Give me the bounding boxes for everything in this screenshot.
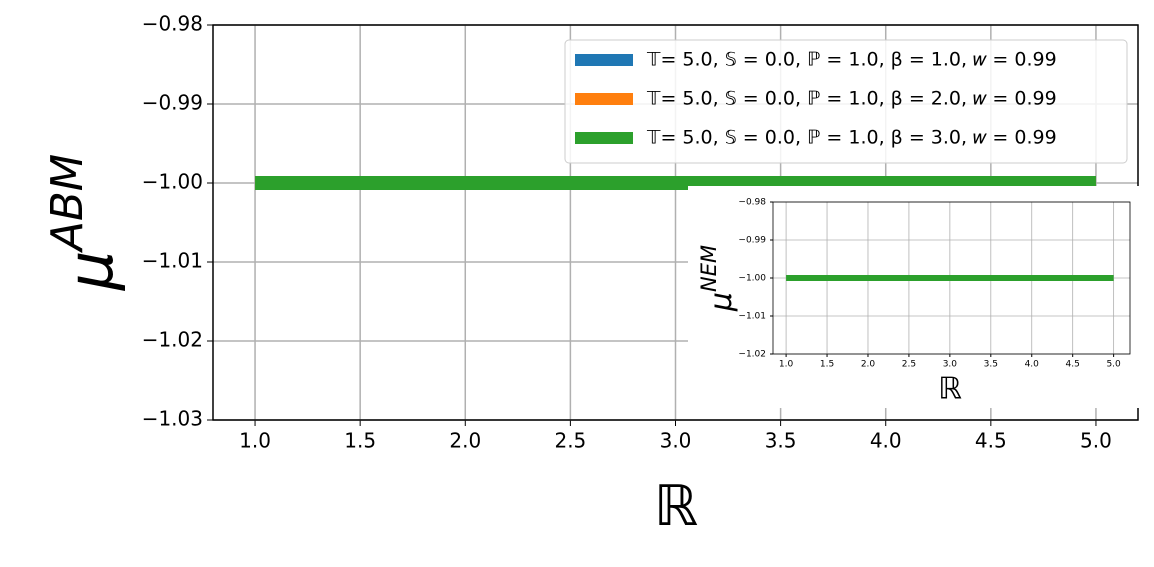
y-axis-label-superscript: ABM <box>43 154 93 254</box>
y-axis-label-symbol: μ <box>704 292 739 312</box>
y-axis-label-superscript: NEM <box>697 245 721 292</box>
x-tick-label: 1.5 <box>820 360 834 370</box>
x-tick-label: 2.5 <box>554 429 586 453</box>
y-tick-label: −1.00 <box>738 274 766 284</box>
y-axis-label: μABM <box>43 154 127 291</box>
y-axis-label: μNEM <box>697 245 739 312</box>
x-tick-label: 4.5 <box>975 429 1007 453</box>
x-tick-label: 4.0 <box>870 429 902 453</box>
x-tick-label: 2.5 <box>902 360 916 370</box>
x-tick-label: 5.0 <box>1080 429 1112 453</box>
x-tick-label: 3.5 <box>984 360 998 370</box>
x-tick-label: 1.0 <box>779 360 794 370</box>
legend-box <box>564 39 1128 164</box>
y-tick-label: −0.98 <box>738 198 766 208</box>
y-tick-label: −0.99 <box>142 91 203 115</box>
y-tick-label: −1.00 <box>142 170 203 194</box>
x-tick-label: 3.5 <box>765 429 797 453</box>
x-tick-label: 4.0 <box>1025 360 1040 370</box>
y-tick-label: −0.99 <box>738 236 766 246</box>
y-axis-label-symbol: μ <box>54 251 127 291</box>
x-axis-label: ℝ <box>654 474 698 539</box>
legend-label: 𝕋= 5.0, 𝕊 = 0.0, ℙ = 1.0, β = 3.0, 𝑤 = 0… <box>646 127 1057 149</box>
plot-frame <box>772 201 1131 355</box>
x-tick-label: 3.0 <box>660 429 692 453</box>
x-tick-label: 1.5 <box>344 429 376 453</box>
y-tick-label: −0.98 <box>142 12 203 36</box>
x-tick-label: 1.0 <box>239 429 271 453</box>
x-tick-label: 2.0 <box>861 360 876 370</box>
legend-label: 𝕋= 5.0, 𝕊 = 0.0, ℙ = 1.0, β = 1.0, 𝑤 = 0… <box>646 49 1057 71</box>
y-tick-label: −1.02 <box>142 328 203 352</box>
y-tick-label: −1.01 <box>142 249 203 273</box>
y-tick-label: −1.03 <box>142 407 203 431</box>
y-tick-label: −1.01 <box>738 312 766 322</box>
x-tick-label: 5.0 <box>1106 360 1121 370</box>
legend-label: 𝕋= 5.0, 𝕊 = 0.0, ℙ = 1.0, β = 2.0, 𝑤 = 0… <box>646 88 1057 110</box>
x-tick-label: 2.0 <box>449 429 481 453</box>
y-tick-label: −1.02 <box>738 350 766 360</box>
x-tick-label: 3.0 <box>943 360 958 370</box>
x-tick-label: 4.5 <box>1066 360 1080 370</box>
x-axis-label: ℝ <box>938 372 962 407</box>
